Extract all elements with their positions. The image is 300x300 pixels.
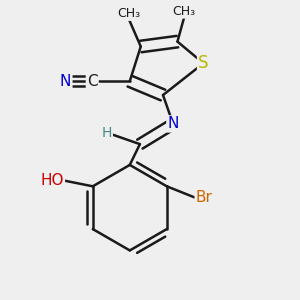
Text: Br: Br [196, 190, 213, 206]
Text: HO: HO [40, 173, 64, 188]
Text: N: N [167, 116, 179, 131]
Text: S: S [198, 54, 209, 72]
Text: C: C [87, 74, 98, 89]
Text: CH₃: CH₃ [172, 4, 196, 18]
Text: CH₃: CH₃ [118, 7, 141, 20]
Text: N: N [60, 74, 71, 89]
Text: H: H [101, 126, 112, 140]
